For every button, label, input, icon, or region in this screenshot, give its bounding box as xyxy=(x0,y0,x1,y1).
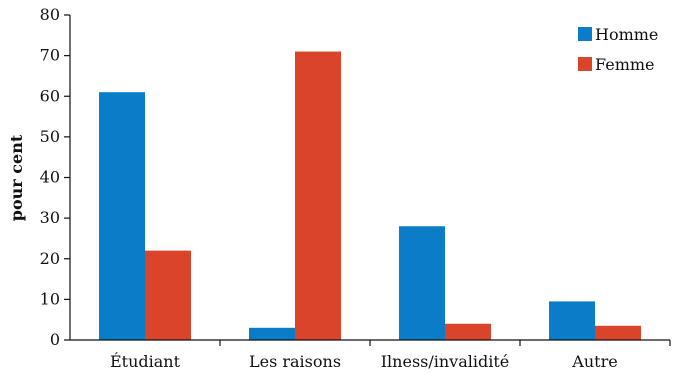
legend: Homme Femme xyxy=(578,25,658,74)
bar-homme-4 xyxy=(549,301,595,340)
bar-femme-2 xyxy=(295,51,341,340)
x-category-label: Étudiant xyxy=(110,351,181,371)
bar-femme-3 xyxy=(445,323,491,340)
bar-femme-1 xyxy=(145,250,191,340)
legend-label-homme: Homme xyxy=(595,25,658,44)
y-tick-label: 10 xyxy=(40,289,60,308)
legend-swatch-femme xyxy=(578,57,592,71)
x-category-label: Les raisons xyxy=(249,352,341,371)
y-tick-label: 70 xyxy=(40,46,60,65)
bar-homme-2 xyxy=(249,327,295,340)
y-tick-label: 0 xyxy=(50,330,60,349)
bars xyxy=(99,51,641,340)
y-axis-ticks: 0 10 20 30 40 50 60 70 80 xyxy=(40,5,70,349)
y-tick-label: 80 xyxy=(40,5,60,24)
bar-homme-1 xyxy=(99,92,145,340)
y-tick-label: 50 xyxy=(40,127,60,146)
legend-label-femme: Femme xyxy=(595,55,655,74)
x-axis-labels: Étudiant Les raisons Ilness/invalidité Autr… xyxy=(110,340,671,371)
y-tick-label: 60 xyxy=(40,86,60,105)
legend-swatch-homme xyxy=(578,27,592,41)
x-category-label: Ilness/invalidité xyxy=(381,352,510,371)
bar-homme-3 xyxy=(399,226,445,340)
y-tick-label: 40 xyxy=(40,168,60,187)
y-tick-label: 20 xyxy=(40,249,60,268)
y-tick-label: 30 xyxy=(40,208,60,227)
bar-femme-4 xyxy=(595,325,641,340)
y-axis-title: pour cent xyxy=(7,134,26,221)
x-category-label: Autre xyxy=(571,352,617,371)
